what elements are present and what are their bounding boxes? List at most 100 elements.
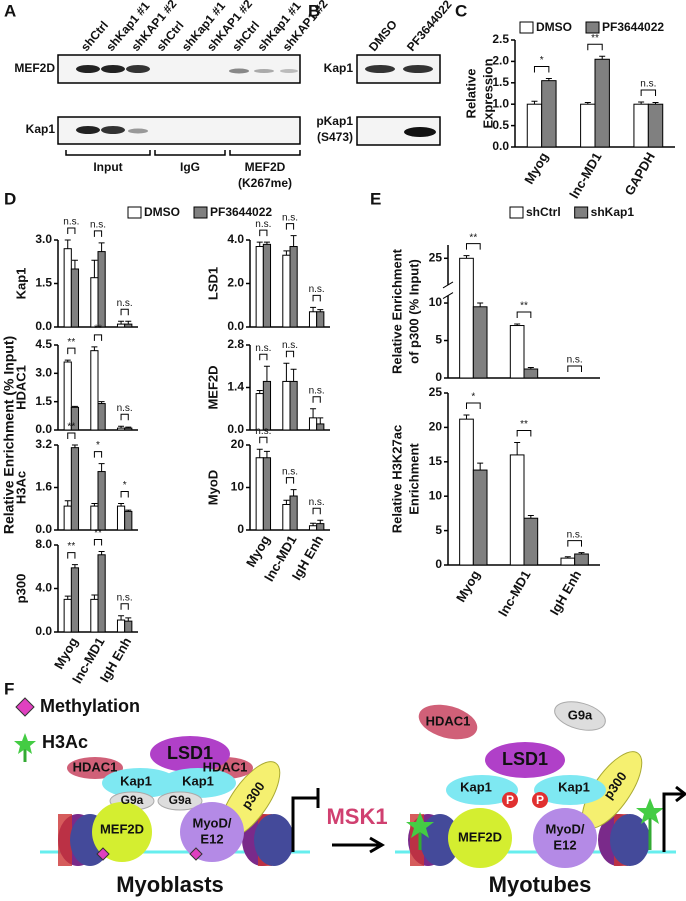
- y-tick-label: 1.5: [35, 394, 52, 408]
- y-axis-label: Relative Enrichment: [389, 248, 404, 374]
- y-tick-label: 0.0: [35, 624, 52, 638]
- error-bar: [514, 442, 521, 455]
- significance-label: *: [471, 392, 475, 403]
- significance-label: n.s.: [282, 212, 298, 223]
- bar: [70, 268, 80, 328]
- bar: [594, 58, 610, 148]
- significance-bracket: [120, 308, 129, 316]
- significance-label: **: [520, 301, 528, 312]
- error-bar: [564, 556, 571, 559]
- error-bar: [91, 594, 98, 600]
- y-tick-label: 3.2: [35, 437, 52, 451]
- bar: [124, 427, 133, 431]
- error-bar: [91, 259, 98, 278]
- bar: [63, 598, 72, 633]
- significance-bracket: [285, 223, 295, 230]
- y-tick-label: 0: [237, 522, 244, 536]
- row-label: Kap1: [324, 61, 354, 75]
- bar: [282, 380, 291, 431]
- bar: [526, 103, 543, 148]
- error-bar: [584, 101, 591, 105]
- bar: [63, 361, 72, 431]
- error-bar: [477, 302, 484, 307]
- bar: [472, 469, 488, 566]
- significance-label: *: [123, 480, 127, 491]
- axis-break: [442, 281, 454, 289]
- bar: [282, 504, 291, 531]
- error-bar: [125, 509, 132, 512]
- significance-label: n.s.: [567, 529, 583, 540]
- y-tick-label: 0.0: [492, 139, 509, 153]
- legend-label: shKap1: [591, 205, 635, 219]
- error-bar: [531, 100, 538, 105]
- bar: [633, 103, 649, 148]
- significance-label: n.s.: [255, 219, 271, 230]
- error-bar: [290, 368, 297, 382]
- significance-bracket: [285, 477, 295, 484]
- legend-swatch: [127, 206, 142, 219]
- bar: [308, 417, 318, 431]
- y-tick-label: 0.0: [35, 422, 52, 436]
- error-bar: [638, 101, 645, 105]
- bar: [90, 277, 99, 328]
- error-bar: [98, 551, 105, 555]
- significance-label: **: [94, 528, 102, 539]
- significance-label: n.s.: [282, 466, 298, 477]
- error-bar: [317, 417, 324, 424]
- bar: [97, 471, 106, 531]
- error-bar: [98, 463, 105, 472]
- y-tick-label: 2.0: [227, 276, 244, 290]
- node-label: Kap1: [558, 779, 590, 794]
- significance-bracket: [120, 413, 129, 421]
- significance-bracket: [465, 243, 481, 250]
- panel-label: C: [455, 1, 467, 20]
- bar: [289, 246, 298, 328]
- bar: [308, 525, 318, 531]
- significance-bracket: [120, 490, 129, 498]
- diagram: Methylation H3Ac HDAC1 HDAC1 LSD1 Kap1 K…: [14, 696, 686, 897]
- error-bar: [545, 78, 552, 81]
- significance-bracket: [120, 603, 129, 610]
- significance-label: n.s.: [63, 217, 79, 228]
- significance-label: **: [591, 33, 599, 44]
- y-axis-label: Kap1: [13, 268, 28, 300]
- error-bar: [463, 255, 470, 259]
- error-bar: [118, 320, 125, 325]
- bar: [90, 350, 99, 431]
- significance-bracket: [93, 334, 103, 341]
- bar: [459, 257, 474, 379]
- y-tick-label: 20: [231, 437, 245, 451]
- y-tick-label: 8.0: [35, 537, 52, 551]
- bar: [316, 311, 325, 328]
- panel-label: F: [4, 679, 14, 698]
- error-bar: [125, 320, 132, 325]
- significance-label: n.s.: [567, 355, 583, 366]
- panel-label: E: [370, 189, 381, 208]
- significance-bracket: [312, 507, 321, 515]
- y-tick-label: 0.0: [227, 422, 244, 436]
- y-axis-label: p300: [13, 574, 28, 604]
- significance-label: n.s.: [117, 298, 133, 309]
- y-tick-label: 0.5: [492, 118, 509, 132]
- y-tick-label: 2.0: [492, 54, 509, 68]
- node-label: P: [506, 793, 514, 807]
- node-label: LSD1: [502, 749, 548, 769]
- y-tick-label: 15: [429, 454, 443, 468]
- y-axis-label: H3Ac: [13, 471, 28, 504]
- node-label: Kap1: [182, 773, 214, 788]
- node-label: MEF2D: [100, 821, 144, 836]
- legend-swatch: [519, 21, 534, 34]
- y-tick-label: 1.6: [35, 480, 52, 494]
- y-tick-label: 25: [429, 250, 443, 264]
- error-bar: [98, 242, 105, 252]
- bar: [523, 368, 539, 379]
- bar: [509, 454, 525, 566]
- bar: [289, 380, 298, 431]
- error-bar: [118, 615, 125, 621]
- significance-label: **: [520, 419, 528, 430]
- node-label: Kap1: [460, 779, 492, 794]
- significance-bracket: [567, 540, 583, 547]
- y-axis-label: Expression: [480, 58, 495, 128]
- error-bar: [64, 595, 71, 600]
